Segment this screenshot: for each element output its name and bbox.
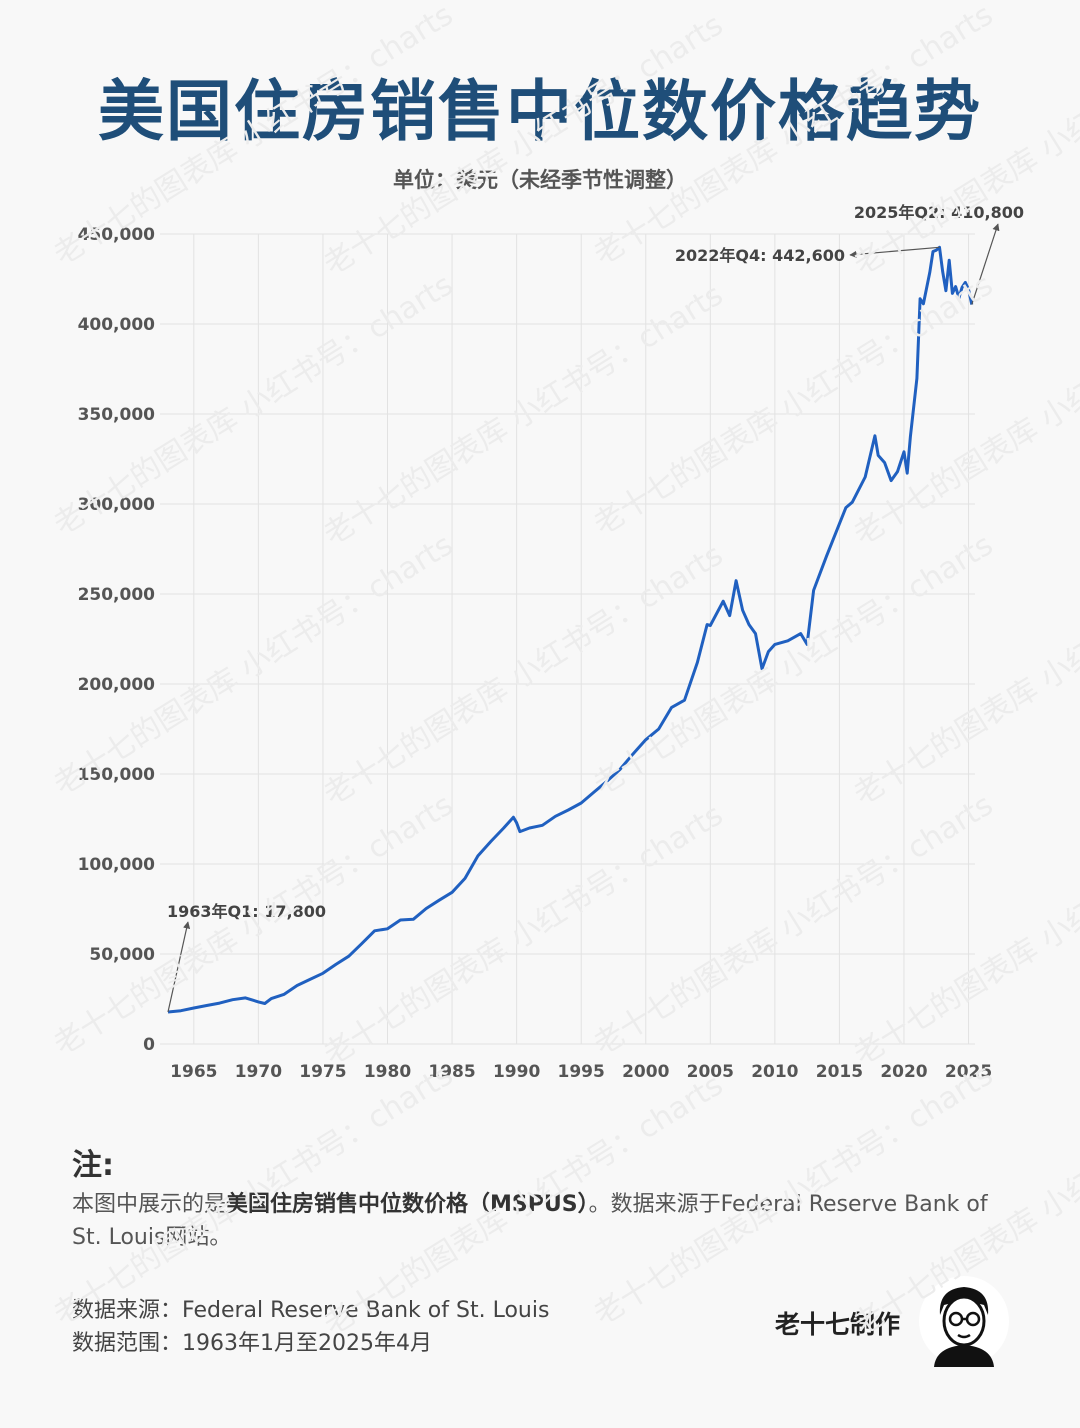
line-chart: 0 50,000 100,000 150,000 200,000 250,000 300,0… bbox=[78, 203, 1024, 1082]
range-line: 数据范围：1963年1月至2025年4月 bbox=[72, 1331, 432, 1356]
notes-text: 本图中展示的是美国住房销售中位数价格（MSPUS）。数据来源于Federal R… bbox=[72, 1188, 1012, 1254]
x-tick-label: 1985 bbox=[428, 1062, 475, 1082]
author-avatar bbox=[919, 1276, 1009, 1367]
y-tick-label: 50,000 bbox=[89, 945, 155, 965]
notes-text-after: 。数据来源于Federal Reserve Bank of St. Louis网… bbox=[72, 1192, 988, 1250]
x-tick-label: 1965 bbox=[170, 1062, 217, 1082]
y-tick-label: 250,000 bbox=[78, 585, 156, 605]
annotation-label: 1963年Q1: 17,800 bbox=[167, 902, 326, 921]
annotations: 1963年Q1: 17,800 2022年Q4: 442,600 2025年Q2: … bbox=[167, 203, 1024, 1013]
annotation-arrow bbox=[167, 921, 191, 1013]
notes-text-bold: 美国住房销售中位数价格（MSPUS） bbox=[226, 1192, 589, 1217]
notes-text-before: 本图中展示的是 bbox=[72, 1192, 227, 1217]
x-tick-label: 2025 bbox=[945, 1062, 992, 1082]
annotation-arrow bbox=[971, 223, 1000, 305]
x-tick-label: 2015 bbox=[816, 1062, 863, 1082]
y-tick-label: 450,000 bbox=[78, 225, 156, 245]
x-tick-label: 2005 bbox=[687, 1062, 734, 1082]
x-tick-label: 1970 bbox=[235, 1062, 282, 1082]
x-tick-label: 2000 bbox=[622, 1062, 669, 1082]
y-axis-ticks: 0 50,000 100,000 150,000 200,000 250,000 300,0… bbox=[78, 225, 156, 1055]
notes-heading: 注: bbox=[72, 1148, 114, 1183]
annotation-arrow bbox=[849, 246, 940, 259]
author-credit: 老十七制作 bbox=[775, 1310, 901, 1339]
x-tick-label: 2020 bbox=[880, 1062, 927, 1082]
x-tick-label: 1995 bbox=[558, 1062, 605, 1082]
price-series-line bbox=[167, 245, 974, 1014]
annotation-label: 2022年Q4: 442,600 bbox=[675, 246, 845, 265]
page-title: 美国住房销售中位数价格趋势 bbox=[98, 73, 982, 150]
annotation-label: 2025年Q2: 410,800 bbox=[854, 203, 1024, 222]
chart-subtitle: 单位：美元（未经季节性调整） bbox=[393, 168, 687, 192]
x-axis-ticks: 1965 1970 1975 1980 1985 1990 1995 2000 2005 2010… bbox=[170, 1062, 992, 1082]
x-tick-label: 2010 bbox=[751, 1062, 798, 1082]
y-tick-label: 100,000 bbox=[78, 855, 156, 875]
y-tick-label: 150,000 bbox=[78, 765, 156, 785]
x-tick-label: 1975 bbox=[299, 1062, 346, 1082]
x-tick-label: 1980 bbox=[364, 1062, 411, 1082]
y-tick-label: 300,000 bbox=[78, 495, 156, 515]
y-tick-label: 0 bbox=[143, 1035, 155, 1055]
y-tick-label: 400,000 bbox=[78, 315, 156, 335]
y-tick-label: 200,000 bbox=[78, 675, 156, 695]
x-tick-label: 1990 bbox=[493, 1062, 540, 1082]
source-line: 数据来源：Federal Reserve Bank of St. Louis bbox=[72, 1298, 550, 1323]
grid-lines bbox=[160, 233, 975, 1045]
y-tick-label: 350,000 bbox=[78, 405, 156, 425]
